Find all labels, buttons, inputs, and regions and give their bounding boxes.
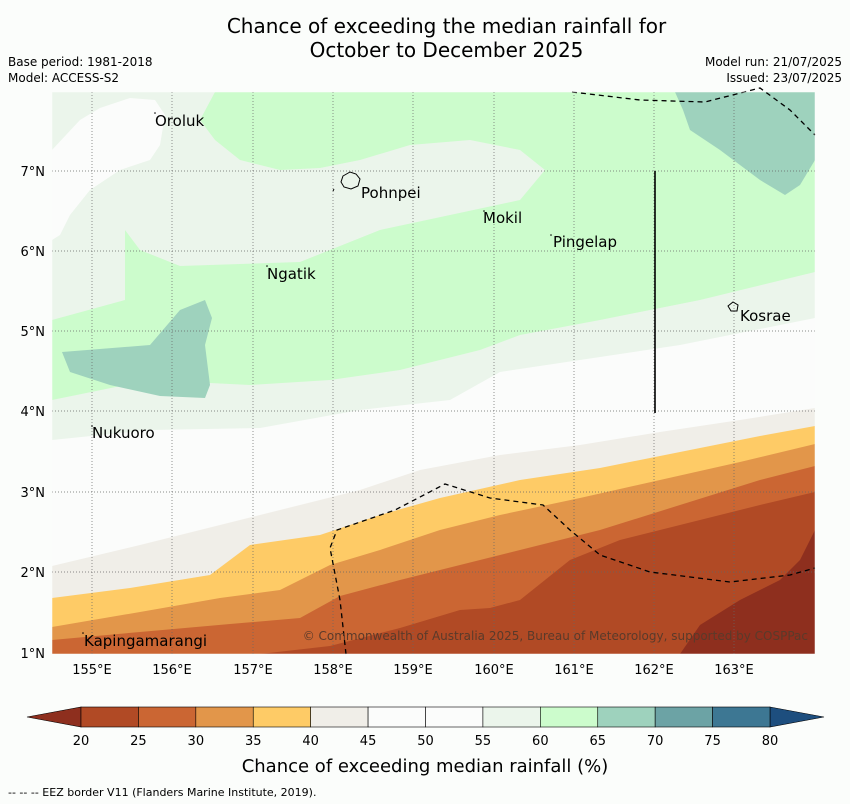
run-info: Model run: 21/07/2025 Issued: 23/07/2025	[705, 54, 842, 86]
kapingamarangi-marker	[82, 632, 84, 634]
pingelap-marker	[550, 234, 552, 236]
colorbar-tick-label: 50	[417, 734, 434, 749]
contour-55-60-west	[52, 92, 545, 320]
issued-date: Issued: 23/07/2025	[726, 71, 842, 85]
lon-tick-163e: 163°E	[714, 663, 754, 678]
latitude-ticks: 7°N 6°N 5°N 4°N 3°N 2°N 1°N	[21, 165, 46, 662]
label-nukuoro: Nukuoro	[92, 424, 155, 442]
colorbar-segment	[310, 706, 369, 728]
lon-tick-160e: 160°E	[474, 663, 514, 678]
contour-20-25	[260, 492, 815, 654]
contour-50-55-oroluk	[52, 98, 165, 240]
colorbar-tick-label: 45	[360, 734, 377, 749]
colorbar-segment	[425, 706, 484, 728]
ngatik-marker	[266, 265, 268, 267]
colorbar-segment	[80, 706, 139, 728]
label-pohnpei: Pohnpei	[361, 184, 421, 202]
lon-tick-162e: 162°E	[634, 663, 674, 678]
label-ngatik: Ngatik	[267, 265, 316, 283]
nukuoro-marker	[91, 425, 93, 427]
lon-tick-161e: 161°E	[554, 663, 594, 678]
copyright-notice: © Commonwealth of Australia 2025, Bureau…	[303, 629, 808, 643]
colorbar-under-arrow	[26, 706, 82, 728]
colorbar-segment	[654, 706, 713, 728]
colorbar-tick-label: 75	[704, 734, 721, 749]
label-kapingamarangi: Kapingamarangi	[84, 632, 207, 650]
lon-tick-158e: 158°E	[313, 663, 353, 678]
lat-tick-7n: 7°N	[21, 165, 46, 180]
eez-border	[329, 87, 816, 655]
contour-65-70-northeast	[675, 92, 815, 195]
model-info: Base period: 1981-2018 Model: ACCESS-S2	[8, 54, 153, 86]
model-run-date: Model run: 21/07/2025	[704, 55, 842, 69]
pohnpei-coastline	[340, 171, 361, 190]
colorbar-over-arrow	[769, 706, 825, 728]
colorbar-tick-label: 60	[532, 734, 549, 749]
lat-tick-1n: 1°N	[21, 647, 46, 662]
colorbar-segment	[195, 706, 254, 728]
label-oroluk: Oroluk	[155, 112, 204, 130]
colorbar-segments	[80, 706, 771, 728]
label-mokil: Mokil	[483, 209, 522, 227]
colorbar-segment	[597, 706, 656, 728]
label-pingelap: Pingelap	[553, 233, 617, 251]
model-name: Model: ACCESS-S2	[8, 71, 120, 85]
colorbar-segment	[252, 706, 311, 728]
colorbar-tick-labels: 20 25 30 35 40 45 50 55 60 65 70 75 80	[73, 734, 779, 749]
colorbar-tick-label: 80	[762, 734, 779, 749]
colorbar-tick-label: 30	[188, 734, 205, 749]
colorbar-tick-label: 55	[475, 734, 492, 749]
title-line-2: October to December 2025	[309, 38, 584, 62]
colorbar-tick-label: 40	[302, 734, 319, 749]
base-period: Base period: 1981-2018	[8, 55, 153, 69]
lat-tick-2n: 2°N	[21, 566, 46, 581]
colorbar-segment	[367, 706, 426, 728]
colorbar-segment	[712, 706, 771, 728]
colorbar-tick-label: 65	[589, 734, 606, 749]
map-frame	[51, 91, 816, 655]
colorbar-tick-label: 20	[73, 734, 90, 749]
colorbar-segment	[482, 706, 541, 728]
colorbar-label: Chance of exceeding median rainfall (%)	[242, 756, 609, 777]
title-line-1: Chance of exceeding the median rainfall …	[226, 14, 667, 38]
colorbar-tick-label: 35	[245, 734, 262, 749]
graticule	[52, 92, 815, 654]
lat-tick-4n: 4°N	[21, 405, 46, 420]
lon-tick-157e: 157°E	[233, 663, 273, 678]
lat-tick-6n: 6°N	[21, 245, 46, 260]
lon-tick-155e: 155°E	[72, 663, 112, 678]
colorbar-tick-label: 25	[130, 734, 147, 749]
longitude-ticks: 155°E 156°E 157°E 158°E 159°E 160°E 161°…	[72, 663, 754, 678]
colorbar-segment	[138, 706, 197, 728]
label-kosrae: Kosrae	[740, 307, 791, 325]
colorbar-segment	[540, 706, 599, 728]
contour-below-20	[680, 530, 815, 654]
colorbar: 20 25 30 35 40 45 50 55 60 65 70 75 80 Chance of exc…	[26, 706, 825, 777]
probability-contours	[52, 92, 815, 654]
lat-tick-5n: 5°N	[21, 325, 46, 340]
lon-tick-159e: 159°E	[393, 663, 433, 678]
colorbar-tick-label: 70	[647, 734, 664, 749]
pohnpei-islet	[332, 188, 335, 192]
lat-tick-3n: 3°N	[21, 486, 46, 501]
eez-footnote: -- -- -- EEZ border V11 (Flanders Marine…	[8, 786, 317, 799]
contour-65-70-west	[62, 300, 212, 398]
mokil-marker	[483, 210, 485, 212]
lon-tick-156e: 156°E	[152, 663, 192, 678]
map-title: Chance of exceeding the median rainfall …	[0, 14, 850, 62]
kosrae-coastline	[727, 301, 739, 312]
oroluk-marker	[154, 112, 156, 114]
